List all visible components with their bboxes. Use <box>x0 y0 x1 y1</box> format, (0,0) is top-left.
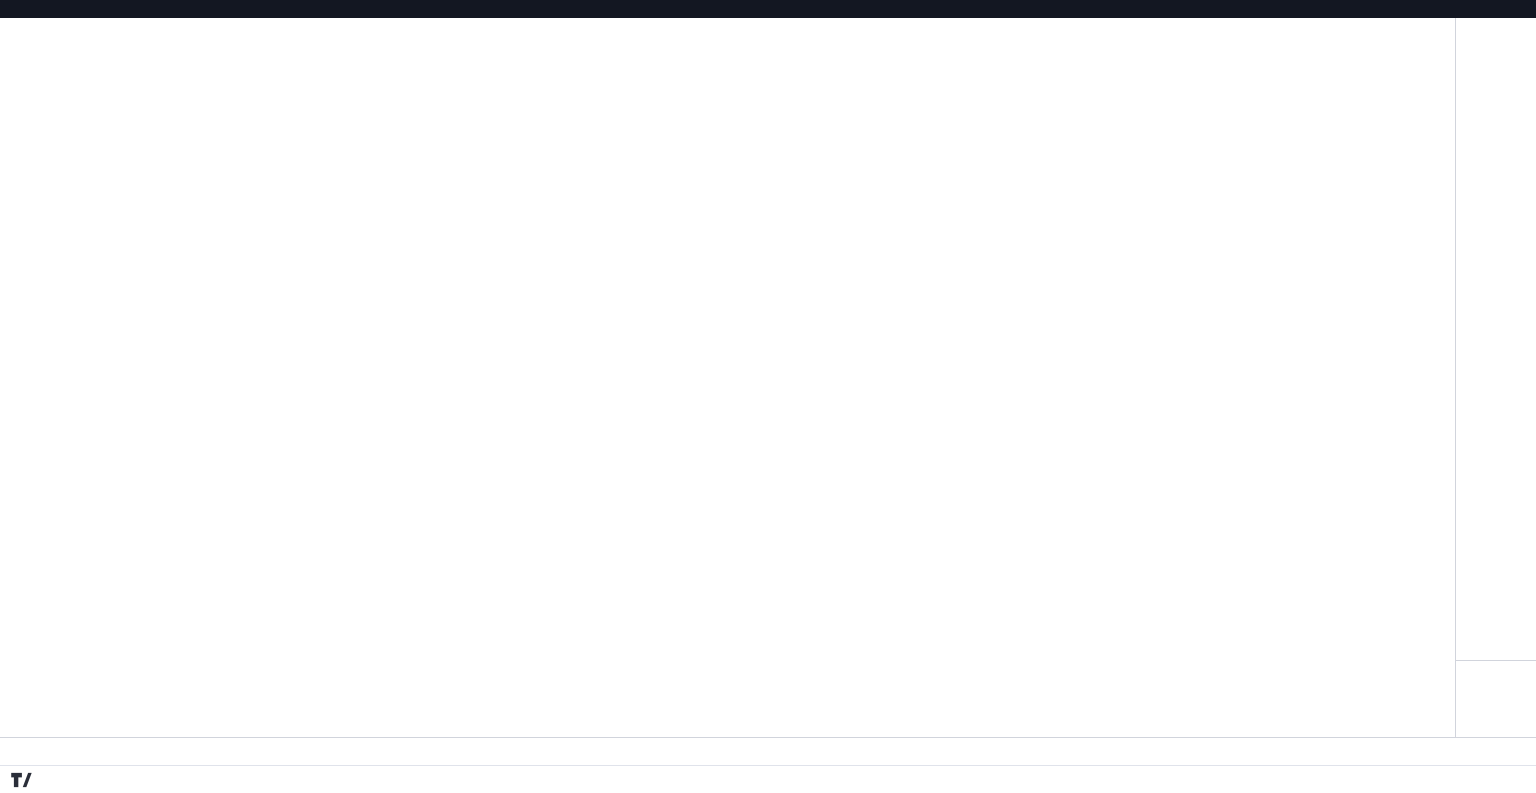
legend <box>9 25 65 28</box>
publish-banner <box>0 0 1536 18</box>
price-axis[interactable] <box>1455 18 1536 737</box>
tradingview-logo-icon[interactable] <box>10 772 32 788</box>
time-axis[interactable] <box>0 737 1536 765</box>
chart-canvas[interactable] <box>0 18 1455 737</box>
chart-pane[interactable] <box>0 18 1455 737</box>
footer <box>0 765 1536 793</box>
chart-area <box>0 18 1536 737</box>
pane-separator <box>1456 660 1536 661</box>
